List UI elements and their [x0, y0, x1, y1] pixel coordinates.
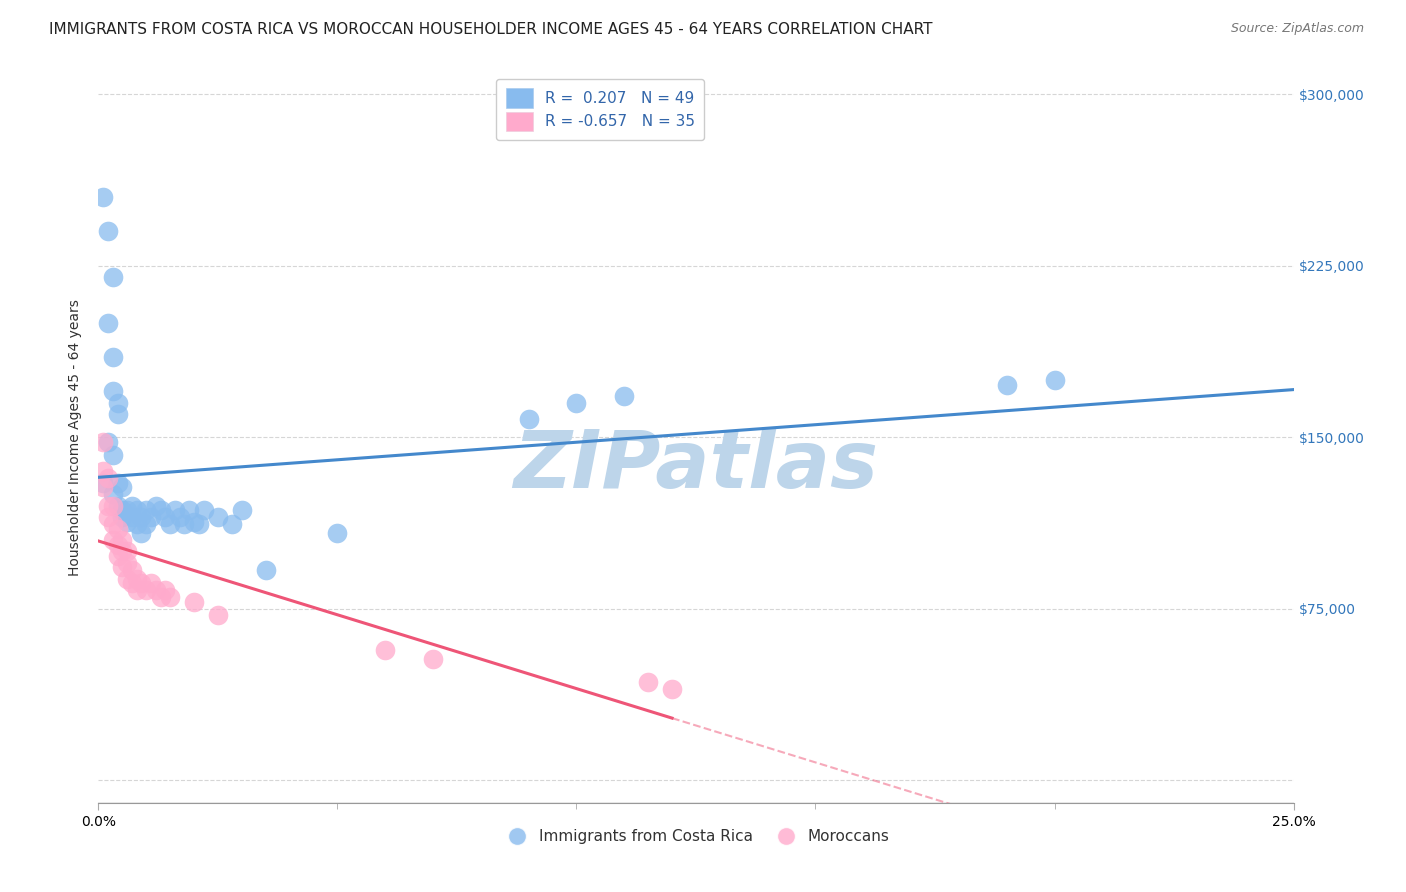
Point — [183, 515, 205, 529]
Point — [169, 510, 191, 524]
Point — [159, 516, 181, 531]
Point — [326, 526, 349, 541]
Point — [97, 224, 120, 238]
Point — [159, 590, 181, 604]
Point — [1043, 373, 1066, 387]
Text: ZIPatlas: ZIPatlas — [513, 427, 879, 506]
Point — [995, 377, 1018, 392]
Point — [111, 503, 134, 517]
Point — [111, 560, 134, 574]
Point — [97, 434, 120, 449]
Point — [145, 499, 167, 513]
Point — [91, 475, 114, 490]
Point — [135, 503, 157, 517]
Point — [101, 384, 124, 399]
Point — [155, 510, 177, 524]
Point — [193, 503, 215, 517]
Point — [107, 499, 129, 513]
Point — [374, 642, 396, 657]
Point — [173, 516, 195, 531]
Point — [565, 396, 588, 410]
Point — [121, 563, 143, 577]
Point — [107, 475, 129, 490]
Point — [207, 510, 229, 524]
Legend: Immigrants from Costa Rica, Moroccans: Immigrants from Costa Rica, Moroccans — [496, 822, 896, 850]
Point — [163, 503, 186, 517]
Point — [107, 549, 129, 563]
Point — [149, 590, 172, 604]
Point — [111, 544, 134, 558]
Point — [115, 503, 138, 517]
Point — [131, 510, 153, 524]
Point — [101, 487, 124, 501]
Point — [135, 516, 157, 531]
Point — [91, 464, 114, 478]
Point — [637, 674, 659, 689]
Point — [183, 594, 205, 608]
Point — [101, 350, 124, 364]
Point — [517, 412, 540, 426]
Point — [101, 516, 124, 531]
Point — [149, 503, 172, 517]
Point — [179, 503, 201, 517]
Point — [231, 503, 253, 517]
Point — [125, 516, 148, 531]
Point — [145, 583, 167, 598]
Point — [135, 583, 157, 598]
Point — [101, 499, 124, 513]
Point — [187, 516, 209, 531]
Point — [107, 537, 129, 551]
Point — [111, 480, 134, 494]
Point — [207, 608, 229, 623]
Point — [107, 407, 129, 421]
Point — [131, 526, 153, 541]
Point — [111, 510, 134, 524]
Point — [97, 471, 120, 485]
Point — [115, 572, 138, 586]
Point — [121, 510, 143, 524]
Point — [115, 556, 138, 570]
Point — [97, 499, 120, 513]
Point — [125, 583, 148, 598]
Point — [131, 576, 153, 591]
Point — [91, 434, 114, 449]
Point — [221, 516, 243, 531]
Point — [111, 533, 134, 547]
Point — [125, 572, 148, 586]
Point — [107, 521, 129, 535]
Point — [91, 190, 114, 204]
Point — [155, 583, 177, 598]
Point — [613, 389, 636, 403]
Point — [97, 316, 120, 330]
Point — [121, 576, 143, 591]
Text: Source: ZipAtlas.com: Source: ZipAtlas.com — [1230, 22, 1364, 36]
Point — [661, 681, 683, 696]
Point — [115, 515, 138, 529]
Point — [101, 448, 124, 462]
Text: IMMIGRANTS FROM COSTA RICA VS MOROCCAN HOUSEHOLDER INCOME AGES 45 - 64 YEARS COR: IMMIGRANTS FROM COSTA RICA VS MOROCCAN H… — [49, 22, 932, 37]
Point — [139, 576, 162, 591]
Point — [97, 510, 120, 524]
Point — [91, 480, 114, 494]
Point — [125, 503, 148, 517]
Point — [254, 563, 277, 577]
Point — [101, 270, 124, 285]
Point — [115, 544, 138, 558]
Point — [139, 510, 162, 524]
Point — [107, 396, 129, 410]
Y-axis label: Householder Income Ages 45 - 64 years: Householder Income Ages 45 - 64 years — [69, 299, 83, 575]
Point — [121, 499, 143, 513]
Point — [101, 533, 124, 547]
Point — [422, 652, 444, 666]
